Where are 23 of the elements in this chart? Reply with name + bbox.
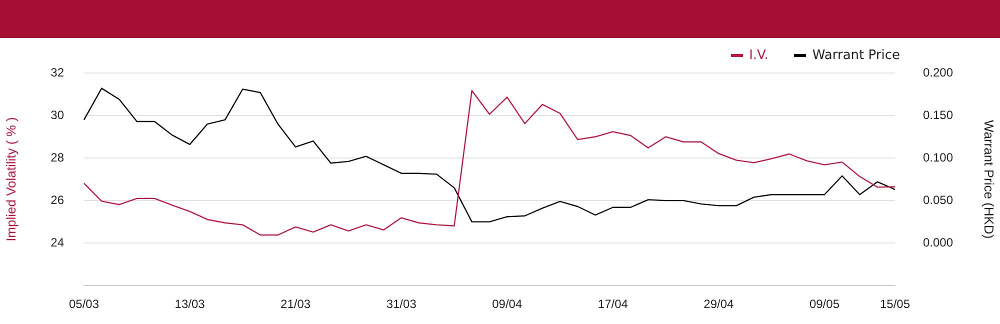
x-tick-label: 29/04 (704, 297, 734, 312)
x-tick-label: 17/04 (598, 297, 628, 312)
y-tick-label: 32 (50, 65, 64, 80)
y2-tick-label: 0.200 (923, 65, 954, 80)
x-tick-label: 15/05 (880, 297, 910, 312)
x-tick-label: 09/05 (809, 297, 840, 312)
y-tick-label: 24 (50, 235, 64, 250)
y-tick-label: 30 (50, 108, 64, 122)
y2-tick-label: 0.100 (923, 150, 954, 164)
y-tick-label: 26 (50, 192, 64, 207)
y-axis-title: Implied Volatility ( % ) (3, 117, 18, 242)
y2-tick-label: 0.150 (923, 108, 954, 122)
legend-label: Warrant Price (812, 48, 900, 63)
y2-tick-label: 0.000 (923, 235, 954, 250)
x-tick-label: 09/04 (492, 297, 522, 312)
x-tick-label: 13/03 (174, 297, 206, 312)
x-tick-label: 21/03 (280, 297, 311, 312)
y2-tick-label: 0.050 (923, 192, 954, 207)
x-tick-label: 31/03 (386, 297, 417, 312)
x-tick-label: 05/03 (68, 297, 100, 312)
legend-label: I.V. (749, 48, 768, 63)
y2-axis-title: Warrant Price (HKD) (982, 120, 997, 239)
y-tick-label: 28 (50, 150, 64, 164)
